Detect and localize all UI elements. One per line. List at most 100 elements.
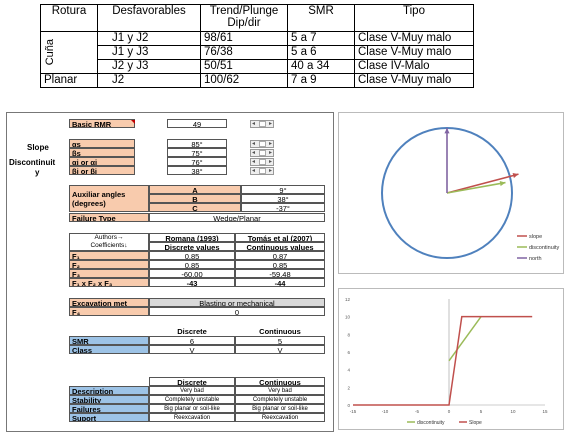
factor-f3-discrete: -60,00 — [149, 269, 235, 278]
smr-continuous-value: 5 — [235, 336, 325, 345]
tomas-header: Tomás et al (2007) — [235, 233, 325, 242]
smr-label: SMR — [69, 336, 149, 345]
x-tick-label: 5 — [480, 409, 483, 414]
failure-type-label: Failure Type — [69, 213, 149, 222]
angle-input-aj[interactable]: 76° — [167, 157, 227, 166]
vector-discontinuity — [446, 181, 506, 194]
y-tick-label: 10 — [345, 315, 351, 320]
suport-discrete: Reexcavation — [149, 413, 235, 422]
header-desfavorables: Desfavorables — [97, 4, 201, 32]
description-label: Description — [69, 386, 149, 395]
tipo-cell: Clase IV-Malo — [354, 59, 474, 74]
trend-cell: 50/51 — [200, 59, 288, 74]
factor-f2-label: F₂ — [69, 260, 149, 269]
vector-slope — [446, 173, 519, 194]
factor-f2-continuous: 0,85 — [235, 260, 325, 269]
class-continuous-value: V — [235, 345, 325, 354]
aux-value-a: 9° — [241, 185, 325, 194]
angle-input-bj[interactable]: 38° — [167, 166, 227, 175]
suport-continuous: Reexcavation — [235, 413, 325, 422]
header-smr: SMR — [287, 4, 355, 32]
rotura-planar: Planar — [40, 73, 98, 88]
discontinuity-label: Discontinuit — [9, 158, 56, 167]
class-label: Class — [69, 345, 149, 354]
smr-cell: 7 a 9 — [287, 73, 355, 88]
angle-bs-scrollbar[interactable]: ◂ ▸ — [250, 149, 274, 157]
failures-label: Failures — [69, 404, 149, 413]
smr-function-chart: 0 2 4 6 8 10 12 -15 -10 -5 0 5 10 15 discontinuity Slo… — [345, 297, 548, 426]
slope-label: Slope — [27, 143, 49, 152]
x-tick-label: -10 — [382, 409, 389, 414]
f4-label: F₄ — [69, 307, 149, 316]
smr-calculator-sheet: Basic RMR 49 ◂ ▸ Slope Discontinuit y αs … — [6, 112, 334, 432]
angle-label-bj: βj or βi — [69, 166, 135, 175]
x-tick-label: 15 — [542, 409, 548, 414]
xy-axes: 0 2 4 6 8 10 12 -15 -10 -5 0 5 10 15 — [345, 297, 548, 414]
rotura-cuna: Cuña — [44, 39, 56, 66]
angle-bj-scrollbar[interactable]: ◂ ▸ — [250, 167, 274, 175]
description-continuous: Very bad — [235, 386, 325, 395]
summary-header-row: Rotura Desfavorables Trend/Plunge Dip/di… — [40, 4, 474, 32]
tomas-subheader: Continuous values — [235, 242, 325, 251]
y-tick-label: 8 — [347, 332, 350, 337]
arrowhead-slope — [512, 173, 519, 179]
stability-discrete: Completely unstable — [149, 395, 235, 404]
y-tick-label: 12 — [345, 297, 351, 302]
tipo-cell: Clase V-Muy malo — [354, 45, 474, 60]
discontinuity-label-wrap: y — [35, 168, 40, 177]
aux-angles-label: Auxiliar angles (degrees) — [69, 185, 149, 212]
aux-angles-label-1: Auxiliar angles — [72, 190, 126, 199]
y-tick-label: 4 — [347, 368, 350, 373]
arrowhead-discontinuity — [499, 181, 506, 187]
series-line-discontinuity — [448, 316, 482, 362]
factor-f1-discrete: 0,85 — [149, 251, 235, 260]
table-row: J1 y J3 76/38 5 a 6 Clase V-Muy malo — [41, 45, 474, 60]
basic-rmr-input[interactable]: 49 — [167, 119, 227, 128]
header-tipo: Tipo — [354, 4, 474, 32]
factors-corner: Authors→ Coefficients↓ — [69, 233, 149, 251]
xy-series — [353, 315, 533, 406]
angle-input-as[interactable]: 85° — [167, 139, 227, 148]
x-tick-label: 10 — [510, 409, 516, 414]
aux-key-c: C — [149, 203, 241, 212]
legend-label-slope: slope — [529, 234, 542, 240]
angle-input-bs[interactable]: 75° — [167, 148, 227, 157]
xy-legend: discontinuity Slope — [407, 420, 482, 426]
trend-cell: 98/61 — [200, 31, 288, 46]
aux-key-a: A — [149, 185, 241, 194]
table-row: J2 y J3 50/51 40 a 34 Clase IV-Malo — [41, 59, 474, 74]
y-tick-label: 2 — [347, 385, 350, 390]
tipo-cell: Clase V-Muy malo — [354, 31, 474, 46]
rotura-cell: Cuña — [40, 31, 98, 74]
angle-as-scrollbar[interactable]: ◂ ▸ — [250, 140, 274, 148]
angle-label-aj: αj or αi — [69, 157, 135, 166]
failure-type-value: Wedge/Planar — [149, 213, 325, 222]
angle-aj-scrollbar[interactable]: ◂ ▸ — [250, 158, 274, 166]
header-trend: Trend/Plunge Dip/dir — [200, 4, 288, 32]
tipo-cell: Clase V-Muy malo — [354, 73, 474, 88]
comment-marker-icon — [131, 120, 135, 124]
stereonet-vectors — [444, 128, 519, 194]
y-tick-label: 6 — [347, 350, 350, 355]
authors-label: Authors→ — [94, 234, 124, 241]
factor-f2-discrete: 0,85 — [149, 260, 235, 269]
class-discrete-value: V — [149, 345, 235, 354]
romana-subheader: Discrete values — [149, 242, 235, 251]
angle-label-as: αs — [69, 139, 135, 148]
stereonet-chart-panel: slope discontinuity north — [338, 112, 564, 274]
aux-value-b: 38° — [241, 194, 325, 203]
table-row: Planar J2 100/62 7 a 9 Clase V-Muy malo — [40, 73, 474, 88]
series-line-slope — [353, 315, 533, 406]
desf-cell: J1 y J2 — [97, 31, 201, 46]
basic-rmr-scrollbar[interactable]: ◂ ▸ — [250, 120, 274, 128]
stereonet-legend: slope discontinuity north — [517, 234, 560, 262]
excavation-select[interactable]: Blasting or mechanical — [149, 298, 325, 307]
excavation-label: Excavation met — [69, 298, 149, 307]
suport-label: Suport — [69, 413, 149, 422]
angle-label-bs: βs — [69, 148, 135, 157]
romana-header: Romana (1993) — [149, 233, 235, 242]
legend-label-discontinuity: discontinuity — [529, 245, 560, 251]
smr-cell: 40 a 34 — [287, 59, 355, 74]
aux-angles-label-2: (degrees) — [72, 199, 106, 208]
smr-function-chart-panel: 0 2 4 6 8 10 12 -15 -10 -5 0 5 10 15 discontinuity Slo… — [338, 288, 564, 430]
